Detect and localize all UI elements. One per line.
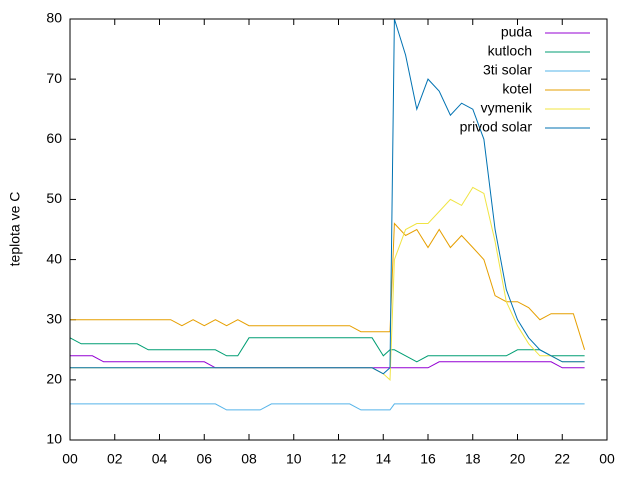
y-tick-label: 50 (46, 190, 62, 206)
x-tick-label: 08 (241, 451, 257, 467)
x-tick-label: 22 (554, 451, 570, 467)
legend-label: puda (501, 24, 532, 40)
series-line (70, 18, 585, 375)
y-tick-label: 80 (46, 10, 62, 26)
y-tick-label: 70 (46, 70, 62, 86)
legend-label: kotel (502, 81, 532, 97)
y-tick-label: 30 (46, 310, 62, 326)
x-tick-label: 02 (107, 451, 123, 467)
legend-label: vymenik (481, 100, 533, 116)
series-line (70, 222, 586, 350)
x-tick-label: 06 (196, 451, 212, 467)
x-tick-label: 04 (152, 451, 168, 467)
series-line (70, 186, 585, 381)
y-tick-label: 40 (46, 250, 62, 266)
x-tick-label: 16 (420, 451, 436, 467)
x-tick-label: 12 (331, 451, 347, 467)
y-tick-label: 10 (46, 431, 62, 447)
x-tick-label: 14 (375, 451, 391, 467)
x-tick-label: 10 (286, 451, 302, 467)
x-tick-label: 00 (62, 451, 78, 467)
y-axis-label: teplota ve C (7, 192, 23, 267)
x-tick-label: 18 (465, 451, 481, 467)
legend-label: 3ti solar (483, 62, 532, 78)
plot-border (69, 18, 608, 441)
x-tick-label: 00 (599, 451, 615, 467)
legend-label: kutloch (488, 43, 532, 59)
y-tick-label: 60 (46, 130, 62, 146)
series-line (70, 355, 585, 369)
y-tick-label: 20 (46, 371, 62, 387)
series-line (70, 403, 585, 411)
x-tick-label: 20 (510, 451, 526, 467)
legend-label: privod solar (460, 119, 533, 135)
series-line (69, 337, 585, 363)
